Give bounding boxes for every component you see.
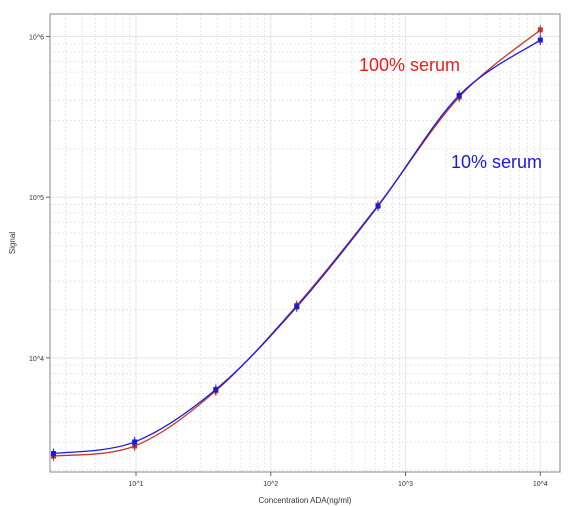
- axis-ticks: [46, 35, 541, 476]
- x-tick-label: 10^2: [263, 481, 278, 488]
- annotation-100-serum: 100% serum: [359, 55, 460, 75]
- x-tick-label: 10^4: [533, 481, 548, 488]
- plot-area: [49, 13, 561, 473]
- fit-curves: [53, 29, 541, 457]
- fit-curve-series-1: [53, 39, 541, 455]
- y-axis-title: Signal: [8, 232, 17, 254]
- grid: [50, 14, 560, 472]
- x-tick-label: 10^1: [129, 481, 144, 488]
- y-tick-label: 10^6: [29, 34, 44, 41]
- fit-curve-series-0: [53, 29, 541, 457]
- y-tick-label: 10^4: [29, 356, 44, 363]
- data-points: [50, 24, 543, 462]
- x-tick-label: 10^3: [398, 481, 413, 488]
- x-axis-title: Concentration ADA(ng/ml): [259, 496, 352, 505]
- annotation-10-serum: 10% serum: [451, 152, 542, 172]
- y-tick-label: 10^5: [29, 195, 44, 202]
- tick-labels: 10^1 10^2 10^3 10^4 10^4 10^5 10^6: [29, 34, 548, 488]
